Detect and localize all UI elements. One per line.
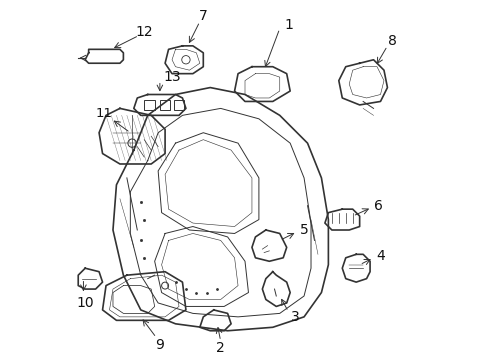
Text: 7: 7	[199, 9, 208, 23]
Text: 6: 6	[374, 199, 383, 213]
Text: 8: 8	[388, 33, 397, 48]
Text: 4: 4	[376, 249, 385, 263]
Text: 2: 2	[216, 341, 225, 355]
Text: 1: 1	[284, 18, 293, 32]
Text: 12: 12	[135, 25, 153, 39]
Bar	[174, 100, 184, 110]
Text: 5: 5	[300, 223, 309, 237]
Text: 10: 10	[76, 296, 94, 310]
Text: 13: 13	[163, 70, 181, 84]
Bar	[160, 100, 171, 110]
Text: 11: 11	[96, 107, 113, 120]
Text: 3: 3	[291, 310, 300, 324]
Bar	[144, 100, 155, 110]
Text: 9: 9	[155, 338, 164, 352]
